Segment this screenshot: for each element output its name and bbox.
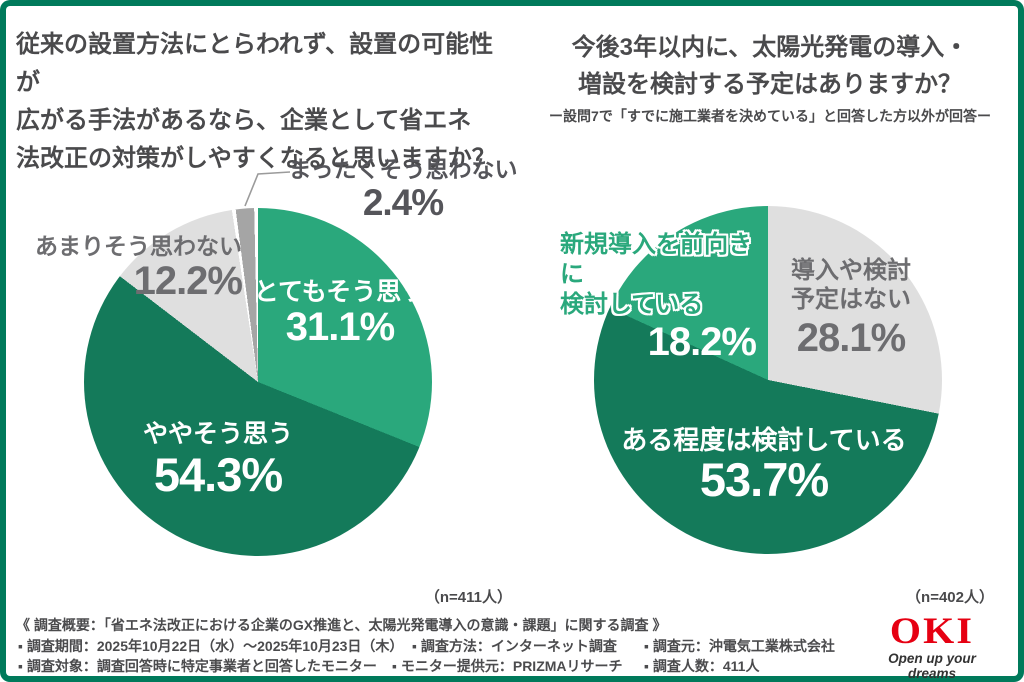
left-question-title-line2: 広がる手法があるなら、企業として省エネ: [16, 107, 472, 134]
survey-target: ▪ 調査対象：調査回答時に特定事業者と回答したモニター: [18, 658, 377, 674]
slice-label-aruteido: ある程度は検討している 53.7%: [604, 425, 924, 505]
right-question-subtitle: ー設問7で「すでに施工業者を決めている」と回答した方以外が回答ー: [549, 108, 991, 124]
survey-source: ▪ 調査元：沖電気工業株式会社: [644, 638, 835, 654]
slice-label-totemo-name: とてもそう思う: [253, 278, 427, 306]
slice-label-shinki: 新規導入を前向きに 検討している 18.2%: [560, 230, 766, 363]
slice-label-shinki-name-line1: 新規導入を前向きに: [560, 231, 752, 288]
left-question-title: 従来の設置方法にとらわれず、設置の可能性が 広がる手法があるなら、企業として省エ…: [16, 26, 516, 178]
leader-line: [244, 171, 291, 207]
slice-label-mattaku-name: まったくそう思わない: [288, 156, 518, 182]
slice-label-aruteido-name: ある程度は検討している: [621, 425, 907, 455]
survey-monitor-provider: ▪ モニター提供元：PRIZMAリサーチ: [392, 658, 623, 674]
slice-label-totemo: とてもそう思う 31.1%: [252, 278, 428, 348]
oki-logo-wordmark: OKI: [889, 611, 975, 652]
sample-size-right: （n=402人）: [906, 589, 994, 606]
slice-label-amari: あまりそう思わない 12.2%: [24, 232, 243, 303]
slice-label-yaya: ややそう思う 54.3%: [118, 418, 318, 500]
survey-method: ▪ 調査方法：インターネット調査: [412, 638, 617, 654]
survey-summary: 《 調査概要：「省エネ法改正における企業のGX推進と、太陽光発電導入の意識・課題…: [16, 617, 667, 633]
slice-label-amari-pct: 12.2%: [133, 259, 243, 303]
survey-respondents: ▪ 調査人数：411人: [644, 658, 760, 674]
slice-label-totemo-pct: 31.1%: [285, 305, 395, 349]
slice-label-aruteido-pct: 53.7%: [699, 453, 829, 506]
slice-label-mattaku: まったくそう思わない 2.4%: [284, 155, 522, 223]
oki-logo-tagline: Open up your dreams: [888, 651, 976, 681]
slice-label-dounyu-name-line2: 予定はない: [791, 286, 911, 313]
right-question-title-line1: 今後3年以内に、太陽光発電の導入・: [571, 34, 969, 61]
oki-logo: OKI Open up your dreams: [864, 613, 1000, 681]
pie-chart-right: [594, 206, 942, 554]
slice-label-shinki-pct: 18.2%: [647, 320, 757, 364]
slice-label-yaya-name: ややそう思う: [142, 420, 293, 448]
survey-period: ▪ 調査期間：2025年10月22日（水）～2025年10月23日（木）: [18, 638, 404, 654]
sample-size-left: （n=411人）: [424, 589, 512, 606]
slice-label-dounyu: 導入や検討 予定はない 28.1%: [780, 256, 922, 359]
slice-label-shinki-name-line2: 検討している: [560, 291, 704, 318]
slice-label-dounyu-pct: 28.1%: [796, 316, 906, 360]
slice-label-amari-name: あまりそう思わない: [35, 233, 242, 259]
right-question-title-line2: 増設を検討する予定はありますか？: [578, 71, 962, 98]
slice-label-yaya-pct: 54.3%: [153, 448, 283, 501]
slice-label-dounyu-name-line1: 導入や検討: [791, 257, 911, 284]
left-question-title-line1: 従来の設置方法にとらわれず、設置の可能性が: [16, 31, 494, 96]
pie-chart-left: [84, 208, 432, 556]
infographic-card: 従来の設置方法にとらわれず、設置の可能性が 広がる手法があるなら、企業として省エ…: [6, 6, 1018, 681]
right-question-title: 今後3年以内に、太陽光発電の導入・ 増設を検討する予定はありますか？: [526, 29, 1014, 103]
left-question-title-line3: 法改正の対策がしやすくなると思いますか？: [16, 145, 496, 172]
slice-label-mattaku-pct: 2.4%: [362, 182, 444, 223]
